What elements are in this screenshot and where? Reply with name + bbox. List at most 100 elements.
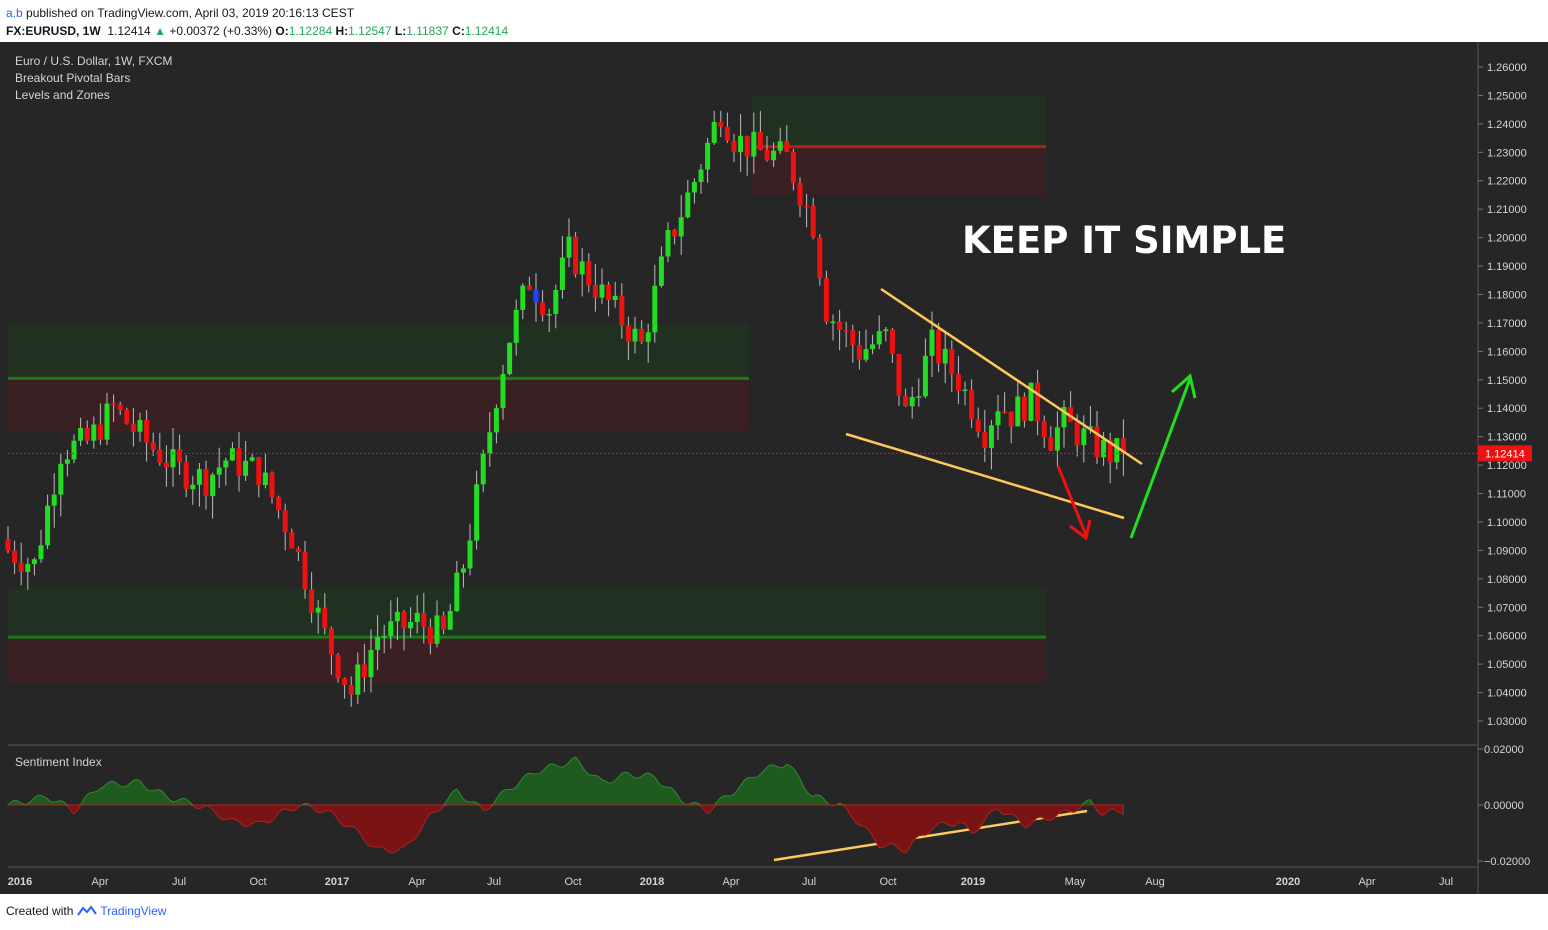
candle-51[interactable] xyxy=(342,678,348,686)
candle-97[interactable] xyxy=(645,332,651,342)
candle-127[interactable] xyxy=(843,329,849,332)
candle-92[interactable] xyxy=(612,295,618,301)
candle-40[interactable] xyxy=(269,472,275,498)
candle-155[interactable] xyxy=(1028,382,1034,421)
candle-112[interactable] xyxy=(744,135,750,157)
candle-53[interactable] xyxy=(355,664,361,695)
candle-113[interactable] xyxy=(751,131,757,157)
candle-34[interactable] xyxy=(229,448,235,461)
candle-104[interactable] xyxy=(691,182,697,193)
candle-114[interactable] xyxy=(757,131,763,150)
candle-133[interactable] xyxy=(883,329,889,332)
candle-22[interactable] xyxy=(150,442,156,450)
candle-158[interactable] xyxy=(1048,437,1054,451)
candle-33[interactable] xyxy=(223,460,229,468)
candle-115[interactable] xyxy=(764,149,770,161)
candle-136[interactable] xyxy=(903,395,909,407)
candle-8[interactable] xyxy=(58,463,64,495)
candle-61[interactable] xyxy=(408,621,414,629)
candle-168[interactable] xyxy=(1114,438,1120,463)
candle-19[interactable] xyxy=(130,423,136,432)
candle-161[interactable] xyxy=(1068,407,1074,422)
tradingview-link[interactable]: TradingView xyxy=(77,904,166,918)
candle-77[interactable] xyxy=(513,309,519,343)
candle-143[interactable] xyxy=(949,348,955,375)
candle-67[interactable] xyxy=(447,611,453,630)
candle-102[interactable] xyxy=(678,217,684,237)
candle-121[interactable] xyxy=(804,205,810,208)
candle-90[interactable] xyxy=(599,284,605,298)
author-link[interactable]: a.b xyxy=(6,6,23,20)
candle-6[interactable] xyxy=(45,505,51,546)
candle-80[interactable] xyxy=(533,289,539,303)
candle-60[interactable] xyxy=(401,611,407,629)
candle-167[interactable] xyxy=(1107,439,1113,463)
candle-120[interactable] xyxy=(797,183,803,206)
candle-84[interactable] xyxy=(559,257,565,291)
candle-29[interactable] xyxy=(196,469,202,485)
candle-28[interactable] xyxy=(190,484,196,490)
candle-82[interactable] xyxy=(546,313,552,316)
candle-162[interactable] xyxy=(1074,421,1080,446)
candle-85[interactable] xyxy=(566,236,572,258)
candle-117[interactable] xyxy=(777,141,783,151)
candle-137[interactable] xyxy=(909,396,915,407)
candle-100[interactable] xyxy=(665,230,671,257)
candle-14[interactable] xyxy=(97,424,103,440)
candle-73[interactable] xyxy=(487,432,493,454)
candle-57[interactable] xyxy=(381,636,387,638)
candle-16[interactable] xyxy=(111,403,117,406)
candle-9[interactable] xyxy=(64,459,70,464)
candle-64[interactable] xyxy=(427,626,433,644)
candle-0[interactable] xyxy=(5,539,11,551)
candle-2[interactable] xyxy=(18,562,24,572)
candle-142[interactable] xyxy=(942,348,948,364)
candle-75[interactable] xyxy=(500,374,506,409)
candle-107[interactable] xyxy=(711,121,717,143)
candle-62[interactable] xyxy=(414,612,420,622)
candle-65[interactable] xyxy=(434,615,440,644)
down-arrow-shaft[interactable] xyxy=(1056,465,1088,536)
candle-86[interactable] xyxy=(573,236,579,275)
candle-49[interactable] xyxy=(328,628,334,655)
candle-54[interactable] xyxy=(361,664,367,678)
candle-108[interactable] xyxy=(718,121,724,127)
candle-48[interactable] xyxy=(322,607,328,629)
candle-147[interactable] xyxy=(975,419,981,433)
candle-96[interactable] xyxy=(639,328,645,342)
candle-146[interactable] xyxy=(969,389,975,420)
candle-169[interactable] xyxy=(1120,438,1126,454)
candle-139[interactable] xyxy=(922,355,928,397)
up-arrow-shaft[interactable] xyxy=(1129,378,1192,539)
candle-15[interactable] xyxy=(104,403,110,440)
candle-26[interactable] xyxy=(177,449,183,463)
candle-149[interactable] xyxy=(988,425,994,448)
candle-157[interactable] xyxy=(1041,421,1047,438)
candle-132[interactable] xyxy=(876,331,882,345)
candle-148[interactable] xyxy=(982,432,988,448)
candle-56[interactable] xyxy=(375,637,381,650)
candle-7[interactable] xyxy=(51,494,57,506)
candle-78[interactable] xyxy=(520,285,526,310)
candle-50[interactable] xyxy=(335,654,341,679)
candle-94[interactable] xyxy=(625,325,631,342)
candle-27[interactable] xyxy=(183,462,189,490)
candle-105[interactable] xyxy=(698,169,704,183)
candle-166[interactable] xyxy=(1101,439,1107,458)
candle-21[interactable] xyxy=(144,419,150,443)
candle-24[interactable] xyxy=(163,462,169,468)
candle-126[interactable] xyxy=(837,321,843,330)
candle-88[interactable] xyxy=(586,261,592,286)
candle-93[interactable] xyxy=(619,295,625,326)
candle-98[interactable] xyxy=(652,285,658,333)
candle-10[interactable] xyxy=(71,440,77,460)
candle-18[interactable] xyxy=(124,409,130,424)
candle-138[interactable] xyxy=(916,396,922,398)
candle-74[interactable] xyxy=(493,408,499,433)
candle-99[interactable] xyxy=(658,256,664,286)
candle-159[interactable] xyxy=(1054,427,1060,451)
candle-81[interactable] xyxy=(540,302,546,316)
candle-124[interactable] xyxy=(823,278,829,322)
candle-106[interactable] xyxy=(705,142,711,170)
candle-55[interactable] xyxy=(368,649,374,678)
